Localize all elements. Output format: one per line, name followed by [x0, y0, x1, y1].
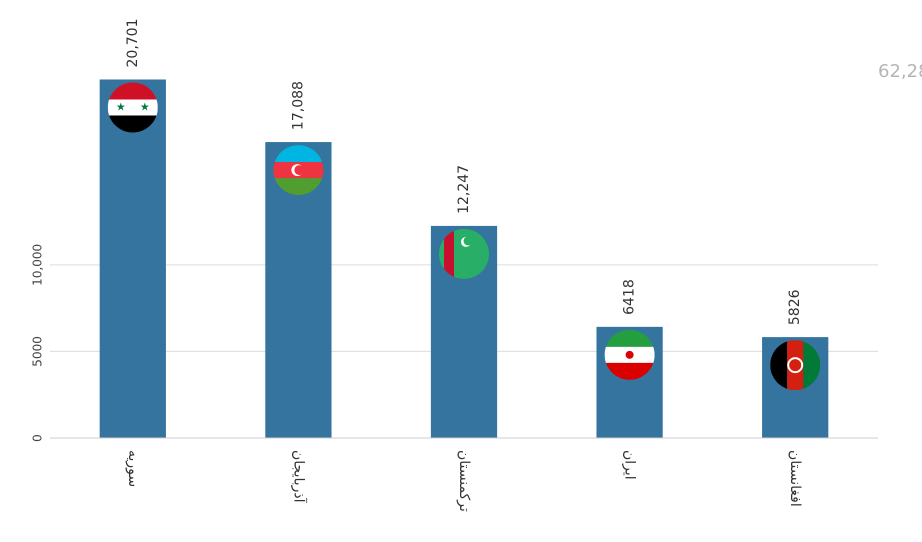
flag-stripe — [770, 340, 788, 391]
y-tick-label: 0 — [31, 434, 45, 442]
flag-stripe — [604, 329, 655, 347]
x-tick-label: ایران — [622, 450, 638, 480]
total-annotation: مجموع: 62,280 — [878, 61, 922, 82]
flag-star: ★ — [140, 100, 150, 113]
y-tick-label: 5000 — [31, 336, 45, 367]
flag-stripe — [273, 145, 324, 163]
x-tick-label: ترکمنستان — [456, 450, 472, 512]
x-tick-label: افغانستان — [787, 450, 803, 507]
flag — [439, 228, 489, 279]
x-tick-label: سوریه — [125, 450, 141, 487]
value-label: 17,088 — [290, 81, 306, 130]
flag-stripe — [107, 82, 158, 100]
flag-stripe — [107, 115, 158, 133]
bar — [99, 79, 166, 439]
flag — [604, 329, 655, 380]
flag — [273, 145, 324, 196]
flag-star: ★ — [116, 100, 126, 113]
flag-stripe — [107, 99, 158, 117]
flag-stripe — [604, 362, 655, 380]
flag-emblem — [625, 350, 634, 359]
flag-moon — [463, 236, 473, 246]
flag-stripe — [803, 340, 821, 391]
flag-emblem — [787, 357, 804, 374]
flag-moon — [294, 165, 305, 176]
flag — [770, 340, 821, 391]
value-label: 12,247 — [456, 165, 472, 214]
y-tick-label: 10,000 — [31, 244, 45, 286]
value-label: 6418 — [622, 279, 638, 315]
flag-stripe — [787, 340, 805, 391]
value-label: 5826 — [787, 289, 803, 325]
flag-stripe — [444, 228, 454, 279]
x-tick-label: آذربایجان — [290, 450, 307, 504]
flag-stripe — [273, 178, 324, 196]
value-label: 20,701 — [125, 18, 141, 67]
flag: ★ ★ — [107, 82, 158, 133]
